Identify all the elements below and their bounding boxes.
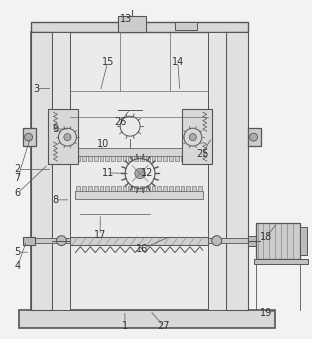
Bar <box>117 186 121 191</box>
Bar <box>208 32 226 311</box>
Bar <box>76 148 203 156</box>
Bar <box>248 128 261 146</box>
Bar <box>118 16 146 32</box>
Bar <box>88 156 92 161</box>
Bar <box>248 237 260 245</box>
Text: 3: 3 <box>33 83 40 94</box>
Bar <box>163 156 167 161</box>
Bar <box>52 32 71 311</box>
Bar <box>181 156 184 161</box>
Circle shape <box>189 134 197 141</box>
Text: 15: 15 <box>102 57 114 66</box>
Bar <box>22 237 35 245</box>
Bar <box>181 186 184 191</box>
Bar <box>105 186 109 191</box>
Text: 9: 9 <box>52 124 58 134</box>
Bar <box>140 156 144 161</box>
Bar <box>192 156 196 161</box>
Bar <box>100 186 103 191</box>
Bar <box>129 156 132 161</box>
Text: 2: 2 <box>15 164 21 175</box>
Bar <box>76 156 80 161</box>
Bar <box>111 186 115 191</box>
Bar <box>182 109 212 164</box>
Text: 1: 1 <box>122 321 128 332</box>
Text: 10: 10 <box>97 139 109 149</box>
Bar <box>111 156 115 161</box>
Text: 25: 25 <box>196 149 209 159</box>
Bar <box>88 186 92 191</box>
Bar <box>169 186 173 191</box>
Text: 27: 27 <box>158 321 170 332</box>
Bar <box>117 156 121 161</box>
Bar <box>129 186 132 191</box>
Bar <box>76 186 80 191</box>
Bar <box>76 191 203 199</box>
Bar <box>175 186 179 191</box>
Bar <box>163 186 167 191</box>
Bar <box>186 156 190 161</box>
Bar <box>134 186 138 191</box>
Text: 16: 16 <box>136 244 148 254</box>
Text: 8: 8 <box>52 195 58 205</box>
Circle shape <box>250 133 257 141</box>
Circle shape <box>135 168 145 179</box>
Bar <box>256 223 300 259</box>
Bar <box>82 156 86 161</box>
Bar <box>146 186 150 191</box>
Text: 5: 5 <box>15 247 21 257</box>
Bar <box>71 237 208 245</box>
Text: 12: 12 <box>140 168 153 178</box>
Bar <box>248 236 256 246</box>
Circle shape <box>64 134 71 141</box>
Bar <box>140 186 144 191</box>
Circle shape <box>212 236 222 246</box>
Bar <box>208 238 248 243</box>
Bar <box>169 156 173 161</box>
Circle shape <box>56 236 66 246</box>
Text: 13: 13 <box>120 14 133 24</box>
Text: 7: 7 <box>15 173 21 183</box>
Bar <box>152 186 155 191</box>
Text: 11: 11 <box>102 168 114 178</box>
Bar <box>158 186 161 191</box>
Bar <box>48 109 78 164</box>
Bar <box>198 186 202 191</box>
Bar <box>31 22 248 32</box>
Text: 18: 18 <box>260 232 272 242</box>
Bar <box>19 311 275 328</box>
Bar <box>254 259 308 264</box>
Bar <box>94 186 98 191</box>
Bar <box>31 32 248 311</box>
Bar <box>175 22 197 29</box>
Bar <box>158 156 161 161</box>
Text: 4: 4 <box>15 261 21 271</box>
Bar <box>105 156 109 161</box>
Bar <box>192 186 196 191</box>
Text: 26: 26 <box>114 117 126 127</box>
Text: 19: 19 <box>260 308 272 318</box>
Bar <box>31 238 71 243</box>
Bar <box>82 186 86 191</box>
Bar <box>198 156 202 161</box>
Text: 14: 14 <box>172 57 184 66</box>
Bar <box>94 156 98 161</box>
Bar <box>134 156 138 161</box>
Bar <box>186 186 190 191</box>
Bar <box>226 32 248 311</box>
Bar <box>123 186 126 191</box>
Bar <box>22 128 36 146</box>
Bar <box>31 32 52 311</box>
Text: 17: 17 <box>94 230 106 240</box>
Bar <box>123 156 126 161</box>
Bar <box>300 227 307 255</box>
Bar <box>152 156 155 161</box>
Circle shape <box>25 133 32 141</box>
Bar <box>175 156 179 161</box>
Bar <box>100 156 103 161</box>
Text: 6: 6 <box>15 188 21 198</box>
Bar <box>146 156 150 161</box>
